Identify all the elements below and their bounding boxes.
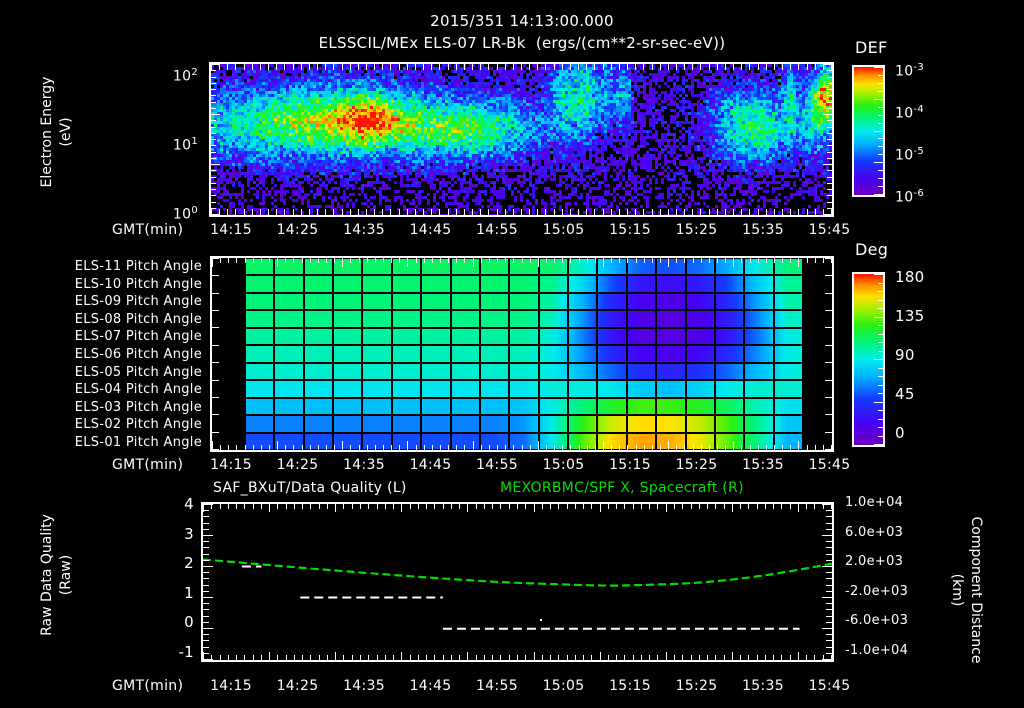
quality-xtick-9: 15:45 — [808, 678, 851, 694]
pitch-angle-row-label-0: ELS-11 Pitch Angle — [74, 259, 202, 274]
spectrogram-xtick-9: 15:45 — [808, 222, 851, 238]
pitch-angle-row-label-9: ELS-02 Pitch Angle — [74, 417, 202, 433]
quality-xtick-8: 15:35 — [742, 678, 784, 694]
spectrogram-xtick-1: 14:25 — [276, 222, 319, 238]
deg-colorbar-tick-3: 45 — [895, 385, 915, 403]
pitch-angle-row-label-2: ELS-09 Pitch Angle — [74, 294, 202, 310]
spectrogram-xtick-8: 15:35 — [742, 222, 784, 238]
def-colorbar-tick-1: 10-4 — [895, 104, 924, 122]
page-subtitle: ELSSCIL/MEx ELS-07 LR-Bk (ergs/(cm**2-sr… — [318, 34, 726, 52]
pitch-angle-image — [212, 258, 832, 450]
quality-ytick-left-1: 3 — [184, 524, 194, 543]
spectrogram-ytick-1: 101 — [172, 136, 198, 154]
quality-ytick-right-4: -6.0e+03 — [845, 613, 909, 629]
deg-colorbar-tick-2: 90 — [895, 346, 915, 364]
def-colorbar — [852, 65, 885, 197]
quality-xtick-7: 15:25 — [675, 678, 718, 694]
pitch-angle-xtick-3: 14:45 — [409, 457, 452, 473]
pitch-angle-xtick-9: 15:45 — [808, 457, 851, 473]
pitch-angle-xtick-0: 14:15 — [210, 457, 252, 473]
quality-xtick-1: 14:25 — [276, 678, 319, 694]
quality-xtick-3: 14:45 — [409, 678, 452, 694]
pitch-angle-row-label-10: ELS-01 Pitch Angle — [74, 435, 202, 450]
deg-colorbar-tick-0: 180 — [895, 268, 925, 286]
pitch-angle-frame — [210, 256, 834, 452]
pitch-angle-xtick-5: 15:05 — [542, 457, 585, 473]
spectrogram-xlabel: GMT(min) — [112, 222, 184, 238]
quality-ytick-left-0: 4 — [184, 495, 194, 513]
quality-frame — [201, 502, 834, 662]
pitch-angle-xlabel: GMT(min) — [112, 457, 184, 473]
quality-ytick-left-4: 0 — [184, 613, 194, 632]
quality-title-left: SAF_BXuT/Data Quality (L) — [213, 480, 407, 496]
quality-ytick-left-2: 2 — [184, 554, 194, 573]
pitch-angle-row-label-8: ELS-03 Pitch Angle — [74, 399, 202, 415]
quality-ytick-right-3: -2.0e+03 — [845, 583, 909, 599]
pitch-angle-xtick-1: 14:25 — [276, 457, 319, 473]
spectrogram-xtick-7: 15:25 — [675, 222, 718, 238]
quality-xlabel: GMT(min) — [112, 678, 184, 694]
quality-ytick-left-3: 1 — [184, 583, 194, 602]
quality-xtick-2: 14:35 — [343, 678, 385, 694]
pitch-angle-row-label-4: ELS-07 Pitch Angle — [74, 329, 202, 345]
def-colorbar-title: DEF — [855, 38, 888, 57]
pitch-angle-xtick-6: 15:15 — [609, 457, 651, 473]
pitch-angle-row-label-1: ELS-10 Pitch Angle — [74, 276, 202, 292]
quality-xtick-6: 15:15 — [609, 678, 651, 694]
quality-ytick-right-2: 2.0e+03 — [845, 554, 904, 570]
quality-ylabel-right: Component Distance (km) — [949, 516, 984, 664]
pitch-angle-xtick-7: 15:25 — [675, 457, 718, 473]
pitch-angle-row-label-5: ELS-06 Pitch Angle — [74, 347, 202, 362]
pitch-angle-xtick-2: 14:35 — [343, 457, 385, 473]
spectrogram-ylabel: Electron Energy (eV) — [39, 76, 74, 188]
deg-colorbar-tick-4: 0 — [895, 424, 905, 442]
spectrogram-xtick-0: 14:15 — [210, 222, 252, 238]
quality-ytick-right-5: -1.0e+04 — [845, 643, 909, 658]
spectrogram-xtick-4: 14:55 — [476, 222, 518, 238]
def-colorbar-tick-0: 10-3 — [895, 62, 924, 80]
quality-xtick-4: 14:55 — [476, 678, 518, 694]
pitch-angle-row-label-7: ELS-04 Pitch Angle — [74, 382, 202, 398]
spectrogram-xtick-3: 14:45 — [409, 222, 452, 238]
deg-colorbar — [852, 272, 885, 447]
deg-colorbar-tick-1: 135 — [895, 307, 925, 325]
deg-colorbar-title: Deg — [855, 240, 889, 259]
page-title: 2015/351 14:13:00.000 — [430, 12, 614, 30]
pitch-angle-xtick-8: 15:35 — [742, 457, 784, 473]
pitch-angle-row-label-6: ELS-05 Pitch Angle — [74, 364, 202, 380]
def-colorbar-tick-2: 10-5 — [895, 146, 924, 164]
quality-traces — [203, 504, 832, 660]
quality-title-right: MEXORBMC/SPF X, Spacecraft (R) — [500, 480, 744, 496]
quality-ylabel-left: Raw Data Quality (Raw) — [39, 514, 74, 636]
spectrogram-xtick-2: 14:35 — [343, 222, 385, 238]
quality-xtick-5: 15:05 — [542, 678, 585, 694]
def-colorbar-tick-3: 10-6 — [895, 188, 924, 206]
pitch-angle-xtick-4: 14:55 — [476, 457, 518, 473]
quality-ytick-right-1: 6.0e+03 — [845, 524, 904, 540]
quality-ytick-left-5: -1 — [178, 643, 194, 661]
quality-ytick-right-0: 1.0e+04 — [845, 495, 904, 510]
spectrogram-ytick-0: 100 — [172, 205, 198, 223]
spectrogram-frame — [209, 62, 834, 217]
spectrogram-ytick-2: 102 — [172, 67, 198, 85]
spectrogram-image — [211, 64, 832, 215]
pitch-angle-row-label-3: ELS-08 Pitch Angle — [74, 311, 202, 327]
quality-xtick-0: 14:15 — [210, 678, 252, 694]
spectrogram-xtick-6: 15:15 — [609, 222, 651, 238]
spectrogram-xtick-5: 15:05 — [542, 222, 585, 238]
